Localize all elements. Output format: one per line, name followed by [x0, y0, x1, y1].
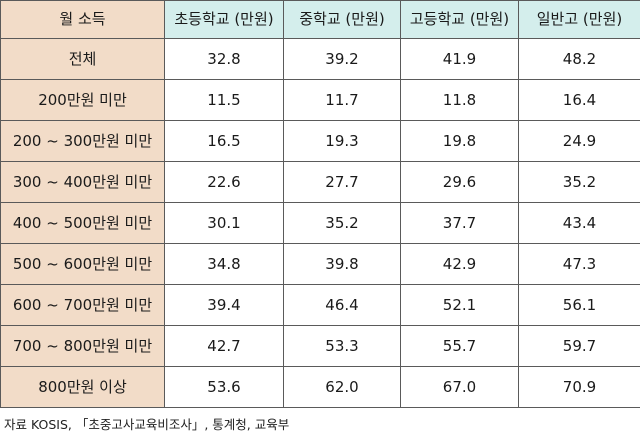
row-label: 400 ~ 500만원 미만: [0, 202, 165, 244]
table-cell: 35.2: [283, 202, 401, 244]
table-cell: 16.5: [164, 120, 284, 162]
row-label: 800만원 이상: [0, 366, 165, 408]
column-header-3: 고등학교 (만원): [400, 0, 519, 39]
table-cell: 53.3: [283, 325, 401, 367]
table-cell: 42.9: [400, 243, 519, 285]
column-header-4: 일반고 (만원): [518, 0, 640, 39]
table-row: 200 ~ 300만원 미만 16.5 19.3 19.8 24.9: [0, 120, 640, 162]
table-cell: 53.6: [164, 366, 284, 408]
table-row: 전체 32.8 39.2 41.9 48.2: [0, 38, 640, 80]
row-label: 300 ~ 400만원 미만: [0, 161, 165, 203]
table-cell: 16.4: [518, 79, 640, 121]
table-cell: 24.9: [518, 120, 640, 162]
table-cell: 22.6: [164, 161, 284, 203]
table-cell: 19.8: [400, 120, 519, 162]
table-cell: 37.7: [400, 202, 519, 244]
row-label: 200 ~ 300만원 미만: [0, 120, 165, 162]
table-cell: 43.4: [518, 202, 640, 244]
table-cell: 47.3: [518, 243, 640, 285]
row-label: 600 ~ 700만원 미만: [0, 284, 165, 326]
table-row: 200만원 미만 11.5 11.7 11.8 16.4: [0, 79, 640, 121]
table-cell: 67.0: [400, 366, 519, 408]
spending-table: 월 소득 초등학교 (만원) 중학교 (만원) 고등학교 (만원) 일반고 (만원) 전…: [0, 0, 640, 408]
table-cell: 56.1: [518, 284, 640, 326]
table-row: 400 ~ 500만원 미만 30.1 35.2 37.7 43.4: [0, 202, 640, 244]
table-row: 600 ~ 700만원 미만 39.4 46.4 52.1 56.1: [0, 284, 640, 326]
table-cell: 19.3: [283, 120, 401, 162]
table-cell: 59.7: [518, 325, 640, 367]
table-cell: 55.7: [400, 325, 519, 367]
row-label: 500 ~ 600만원 미만: [0, 243, 165, 285]
table-row: 800만원 이상 53.6 62.0 67.0 70.9: [0, 366, 640, 408]
column-header-income: 월 소득: [0, 0, 165, 39]
table-cell: 35.2: [518, 161, 640, 203]
table-cell: 39.8: [283, 243, 401, 285]
table-cell: 48.2: [518, 38, 640, 80]
table-cell: 62.0: [283, 366, 401, 408]
column-header-1: 초등학교 (만원): [164, 0, 284, 39]
row-label: 전체: [0, 38, 165, 80]
table-cell: 30.1: [164, 202, 284, 244]
table-cell: 11.7: [283, 79, 401, 121]
table-cell: 41.9: [400, 38, 519, 80]
table-row: 500 ~ 600만원 미만 34.8 39.8 42.9 47.3: [0, 243, 640, 285]
table-cell: 11.5: [164, 79, 284, 121]
header-row: 월 소득 초등학교 (만원) 중학교 (만원) 고등학교 (만원) 일반고 (만원): [0, 0, 640, 39]
row-label: 200만원 미만: [0, 79, 165, 121]
table-row: 700 ~ 800만원 미만 42.7 53.3 55.7 59.7: [0, 325, 640, 367]
table-cell: 70.9: [518, 366, 640, 408]
table-cell: 29.6: [400, 161, 519, 203]
table-cell: 27.7: [283, 161, 401, 203]
table-cell: 39.2: [283, 38, 401, 80]
column-header-2: 중학교 (만원): [283, 0, 401, 39]
table-body: 전체 32.8 39.2 41.9 48.2 200만원 미만 11.5 11.7 11.8 16…: [0, 38, 640, 408]
table-cell: 52.1: [400, 284, 519, 326]
table-cell: 32.8: [164, 38, 284, 80]
source-note: 자료 KOSIS, 「초중고사교육비조사」, 통계청, 교육부: [4, 417, 290, 432]
table-row: 300 ~ 400만원 미만 22.6 27.7 29.6 35.2: [0, 161, 640, 203]
table-cell: 42.7: [164, 325, 284, 367]
table-cell: 46.4: [283, 284, 401, 326]
table-cell: 39.4: [164, 284, 284, 326]
table-cell: 11.8: [400, 79, 519, 121]
table-cell: 34.8: [164, 243, 284, 285]
row-label: 700 ~ 800만원 미만: [0, 325, 165, 367]
